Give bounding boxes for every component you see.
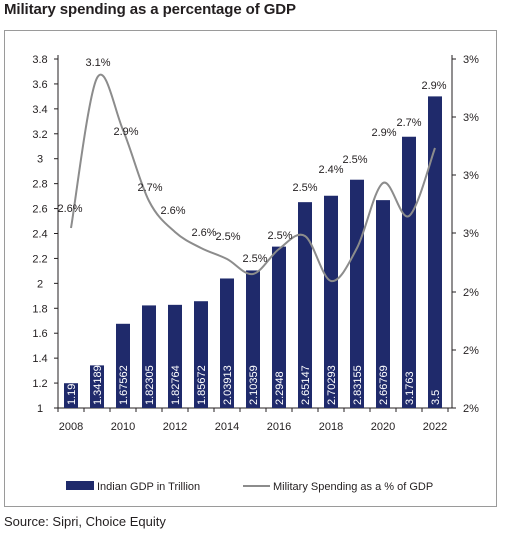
y-left-tick-label: 3.4 (32, 104, 47, 116)
gdp-bar-label: 1.34189 (92, 365, 104, 405)
military-spending-line (70, 73, 436, 283)
x-tick-label: 2016 (267, 421, 291, 433)
y-left-tick-label: 2.4 (32, 229, 47, 241)
x-tick-label: 2022 (423, 421, 447, 433)
y-left-tick-label: 1.2 (32, 378, 47, 390)
gdp-bar (168, 304, 182, 408)
gdp-bar (376, 200, 390, 408)
gdp-bar-label: 1.82764 (170, 365, 182, 405)
y-left-tick-label: 1 (37, 403, 43, 415)
gdp-bar-label: 2.03913 (222, 365, 234, 405)
gdp-bar (142, 305, 156, 408)
military-spending-label: 2.5% (267, 230, 292, 242)
y-right-tick-label: 3% (463, 170, 479, 182)
military-spending-label: 2.5% (342, 154, 367, 166)
legend-label-military: Military Spending as a % of GDP (273, 481, 433, 493)
military-spending-label: 2.5% (292, 182, 317, 194)
gdp-bar-label: 2.65147 (300, 365, 312, 405)
gdp-bar (298, 202, 312, 408)
gdp-bar-label: 3.5 (430, 390, 442, 405)
legend-label-gdp: Indian GDP in Trillion (97, 481, 200, 493)
military-spending-label: 2.4% (318, 164, 343, 176)
military-spending-label: 2.6% (160, 205, 185, 217)
y-right-tick-label: 2% (463, 287, 479, 299)
military-spending-label: 2.6% (191, 227, 216, 239)
y-right-tick-label: 3% (463, 228, 479, 240)
x-tick-label: 2008 (59, 421, 83, 433)
gdp-bar (324, 195, 338, 408)
military-spending-label: 2.7% (137, 182, 162, 194)
y-left-tick-label: 3.8 (32, 54, 47, 66)
gdp-bar (90, 365, 104, 408)
gdp-bar-label: 1.82305 (144, 365, 156, 405)
legend-swatch-gdp (66, 481, 94, 490)
y-left-tick-label: 2.8 (32, 179, 47, 191)
y-left-tick-label: 1.6 (32, 328, 47, 340)
x-tick-label: 2020 (371, 421, 395, 433)
military-spending-label: 2.9% (371, 127, 396, 139)
y-right-tick-label: 2% (463, 345, 479, 357)
gdp-bar (428, 96, 442, 409)
y-left-tick-label: 1.8 (32, 303, 47, 315)
military-spending-label: 2.9% (113, 126, 138, 138)
military-spending-label: 2.9% (421, 80, 446, 92)
y-left-tick-label: 2 (37, 278, 43, 290)
y-left-tick-label: 2.2 (32, 253, 47, 265)
gdp-bar (220, 278, 234, 408)
source-note: Source: Sipri, Choice Equity (4, 514, 166, 529)
gdp-bar (116, 323, 130, 408)
y-left-tick-label: 3.2 (32, 129, 47, 141)
gdp-bar-label: 1.85672 (196, 365, 208, 405)
y-left-tick-label: 2.6 (32, 204, 47, 216)
military-spending-label: 2.6% (57, 203, 82, 215)
gdp-bar (246, 270, 260, 408)
gdp-bar (272, 246, 286, 408)
y-left-tick-label: 3 (37, 154, 43, 166)
gdp-bar-label: 2.10359 (248, 365, 260, 405)
gdp-bar (64, 383, 78, 408)
chart-frame (4, 30, 497, 507)
chart-title: Military spending as a percentage of GDP (4, 1, 296, 18)
gdp-bar-label: 3.1763 (404, 371, 416, 405)
military-spending-label: 2.5% (242, 253, 267, 265)
gdp-bar (194, 301, 208, 408)
x-tick-label: 2012 (163, 421, 187, 433)
y-right-tick-label: 3% (463, 54, 479, 66)
y-right-tick-label: 2% (463, 403, 479, 415)
gdp-bar-label: 2.83155 (352, 365, 364, 405)
military-spending-label: 2.5% (215, 231, 240, 243)
x-tick-label: 2014 (215, 421, 239, 433)
y-right-tick-label: 3% (463, 112, 479, 124)
gdp-bar-label: 1.67562 (118, 365, 130, 405)
gdp-bar-label: 2.70293 (326, 365, 338, 405)
gdp-bar-label: 2.66769 (378, 365, 390, 405)
military-spending-label: 3.1% (85, 57, 110, 69)
military-spending-label: 2.7% (396, 117, 421, 129)
y-left-tick-label: 3.6 (32, 79, 47, 91)
x-tick-label: 2018 (319, 421, 343, 433)
gdp-bar (350, 179, 364, 408)
y-left-tick-label: 1.4 (32, 353, 47, 365)
x-tick-label: 2010 (111, 421, 135, 433)
gdp-bar (402, 136, 416, 408)
gdp-bar-label: 1.1989 (66, 371, 78, 405)
gdp-bar-label: 2.2948 (274, 371, 286, 405)
